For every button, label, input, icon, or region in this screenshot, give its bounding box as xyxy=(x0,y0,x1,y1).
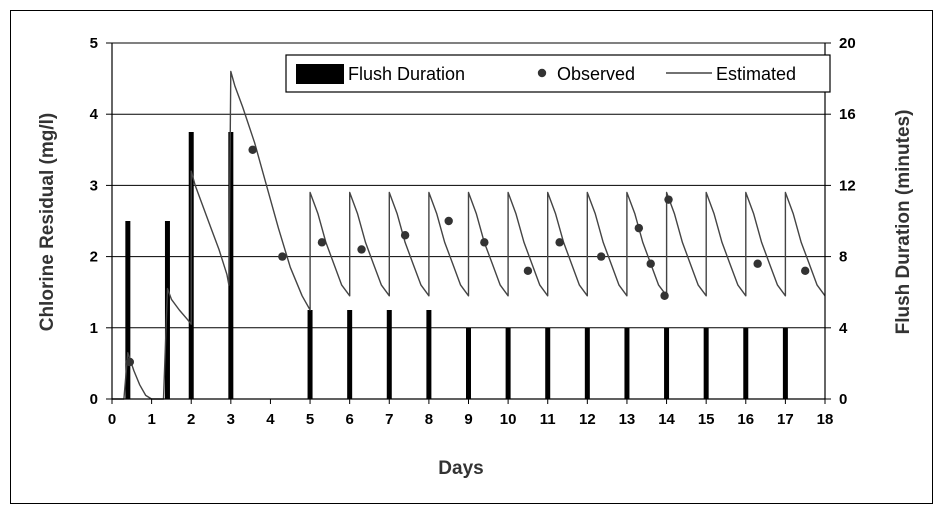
x-tick-label-14: 14 xyxy=(658,411,675,428)
observed-point-3 xyxy=(317,238,327,247)
x-tick-label-1: 1 xyxy=(147,411,155,428)
x-tick-label-10: 10 xyxy=(500,411,517,428)
flush-bar-4 xyxy=(307,310,313,399)
legend-label-flush-duration: Flush Duration xyxy=(348,64,465,84)
x-tick-label-13: 13 xyxy=(619,411,636,428)
x-tick-label-5: 5 xyxy=(306,411,314,428)
observed-point-11 xyxy=(634,223,644,233)
observed-point-6 xyxy=(444,216,453,226)
x-tick-label-8: 8 xyxy=(425,411,433,428)
legend-box xyxy=(285,54,831,93)
flush-bar-10 xyxy=(545,327,551,399)
observed-point-9 xyxy=(555,238,564,247)
left-y-tick-label-4: 4 xyxy=(90,106,99,123)
flush-bar-7 xyxy=(426,310,432,399)
x-tick-label-2: 2 xyxy=(187,411,195,428)
observed-point-14 xyxy=(664,195,673,204)
right-y-tick-label-1: 4 xyxy=(839,320,848,337)
left-y-tick-label-5: 5 xyxy=(90,35,98,52)
observed-point-2 xyxy=(278,252,287,261)
x-tick-label-12: 12 xyxy=(579,411,596,428)
observed-point-4 xyxy=(357,245,366,254)
right-y-tick-label-2: 8 xyxy=(839,249,847,266)
right-y-tick-label-0: 0 xyxy=(839,391,847,408)
observed-point-1 xyxy=(248,145,257,154)
left-y-tick-label-1: 1 xyxy=(90,320,98,337)
estimated-line-layer xyxy=(112,70,826,400)
observed-point-0 xyxy=(125,357,135,367)
flush-bar-8 xyxy=(466,327,471,399)
flush-bar-6 xyxy=(386,310,392,399)
x-tick-label-9: 9 xyxy=(464,411,472,428)
x-axis-title: Days xyxy=(438,458,483,479)
left-y-tick-label-2: 2 xyxy=(90,249,98,266)
x-tick-label-11: 11 xyxy=(540,411,556,428)
observed-point-7 xyxy=(480,238,489,247)
x-tick-label-17: 17 xyxy=(777,411,794,428)
flush-bar-14 xyxy=(703,327,709,399)
x-tick-label-0: 0 xyxy=(108,411,116,428)
flush-bar-1 xyxy=(164,221,170,399)
flush-bar-12 xyxy=(624,327,630,399)
legend: Flush Duration Observed Estimated xyxy=(285,54,831,93)
estimated-line xyxy=(112,70,826,400)
flush-bar-0 xyxy=(125,221,131,399)
observed-point-13 xyxy=(660,291,669,300)
legend-swatch-flush-duration xyxy=(296,64,344,84)
observed-point-5 xyxy=(400,231,410,240)
flush-bar-13 xyxy=(664,327,670,399)
x-tick-label-6: 6 xyxy=(345,411,353,428)
x-tick-label-15: 15 xyxy=(698,411,715,428)
observed-point-10 xyxy=(596,252,606,261)
flush-bar-5 xyxy=(347,310,353,399)
x-tick-label-7: 7 xyxy=(385,411,393,428)
observed-points xyxy=(125,145,810,367)
flush-bar-16 xyxy=(782,327,788,399)
observed-point-12 xyxy=(646,259,655,268)
right-y-tick-label-4: 16 xyxy=(839,106,856,123)
flush-bar-9 xyxy=(505,327,511,399)
observed-point-8 xyxy=(523,266,533,276)
left-y-tick-label-3: 3 xyxy=(90,177,98,194)
x-tick-label-18: 18 xyxy=(817,411,834,428)
observed-point-16 xyxy=(800,266,810,276)
flush-bar-11 xyxy=(584,327,590,399)
flush-bar-15 xyxy=(743,327,749,399)
right-y-axis-title: Flush Duration (minutes) xyxy=(893,110,914,335)
legend-label-estimated: Estimated xyxy=(716,64,796,84)
right-y-tick-label-3: 12 xyxy=(839,177,856,194)
left-y-tick-label-0: 0 xyxy=(90,391,98,408)
observed-point-15 xyxy=(753,259,762,268)
legend-label-observed: Observed xyxy=(557,64,635,84)
x-tick-label-4: 4 xyxy=(266,411,275,428)
right-y-tick-label-5: 20 xyxy=(839,35,856,52)
axes-layer xyxy=(106,42,831,404)
x-tick-label-3: 3 xyxy=(227,411,235,428)
left-y-axis-title: Chlorine Residual (mg/l) xyxy=(37,113,58,332)
flush-bar-3 xyxy=(228,132,234,399)
legend-marker-observed xyxy=(537,68,547,78)
x-tick-label-16: 16 xyxy=(737,411,754,428)
